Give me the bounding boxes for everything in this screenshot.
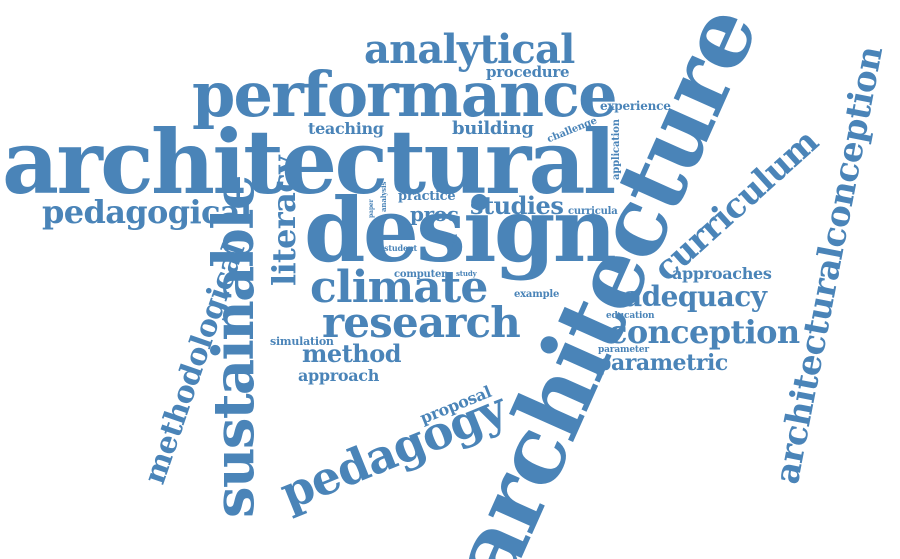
word-experience: experience xyxy=(600,99,671,113)
word-parameter: parameter xyxy=(598,345,649,355)
word-computer: computer xyxy=(394,269,447,280)
word-method: method xyxy=(302,339,402,368)
word-approaches: approaches xyxy=(672,264,772,283)
word-curricula: curricula xyxy=(568,206,618,217)
word-practice: practice xyxy=(398,189,456,204)
word-simulation: simulation xyxy=(270,335,334,348)
word-studies: studies xyxy=(470,191,564,220)
word-approach: approach xyxy=(298,366,380,385)
word-building: building xyxy=(452,118,534,139)
word-adequacy: adequacy xyxy=(624,280,767,313)
word-example: example xyxy=(514,289,560,300)
word-conception: conception xyxy=(608,313,800,351)
word-architecturalconception: architecturalconception xyxy=(767,43,892,488)
word-proc: proc xyxy=(410,202,459,226)
word-parametric: parametric xyxy=(596,350,728,376)
word-paper: paper xyxy=(368,199,375,218)
word-level: level xyxy=(450,234,457,250)
word-climate: climate xyxy=(310,262,488,313)
word-teaching: teaching xyxy=(308,119,384,138)
word-pedagogical: pedagogical xyxy=(42,193,252,231)
word-design: design xyxy=(304,178,617,282)
word-student: student xyxy=(384,243,418,253)
word-study: study xyxy=(456,269,477,278)
word-education: education xyxy=(606,311,655,321)
word-analysis: analysis xyxy=(379,181,388,212)
word-research: research xyxy=(322,298,521,347)
word-literacy: literacy xyxy=(265,155,303,286)
word-architectural: architectural xyxy=(2,110,616,214)
word-procedure: procedure xyxy=(486,63,570,81)
word-analytical: analytical xyxy=(364,26,575,73)
word-performance: performance xyxy=(192,58,618,131)
word-application: application xyxy=(611,119,622,180)
